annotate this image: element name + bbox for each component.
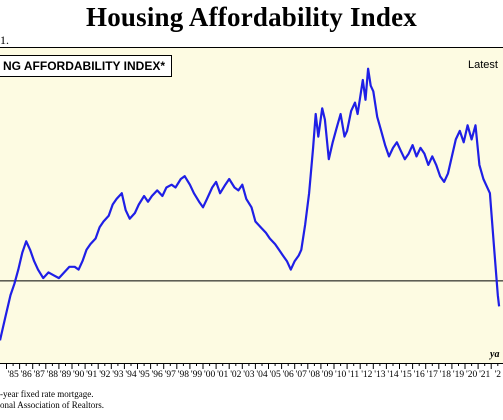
x-tick-label: '16 bbox=[414, 370, 425, 380]
footnote-2: onal Association of Realtors. bbox=[0, 400, 104, 410]
x-tick-label: '86 bbox=[21, 370, 32, 380]
x-tick-label: '85 bbox=[7, 370, 18, 380]
x-tick-label: '90 bbox=[73, 370, 84, 380]
x-tick-label: '00 bbox=[204, 370, 215, 380]
x-tick-label: '13 bbox=[374, 370, 385, 380]
x-tick-label: '89 bbox=[60, 370, 71, 380]
x-tick-label: '17 bbox=[427, 370, 438, 380]
x-tick-label: '12 bbox=[361, 370, 372, 380]
x-tick-label: '91 bbox=[86, 370, 97, 380]
x-tick-label: '18 bbox=[440, 370, 451, 380]
x-tick-label: '02 bbox=[230, 370, 241, 380]
x-tick-label: '2 bbox=[495, 370, 502, 380]
chart-title: NG AFFORDABILITY INDEX* bbox=[0, 55, 173, 77]
x-tick-label: '19 bbox=[453, 370, 464, 380]
x-tick-label: '04 bbox=[256, 370, 267, 380]
x-tick-label: '93 bbox=[112, 370, 123, 380]
series-line-0 bbox=[0, 67, 501, 341]
x-tick-label: '10 bbox=[335, 370, 346, 380]
x-tick-label: '94 bbox=[125, 370, 136, 380]
x-tick-label: '01 bbox=[217, 370, 228, 380]
x-tick-label: '08 bbox=[309, 370, 320, 380]
x-axis-unit-label: ya bbox=[490, 349, 500, 360]
x-tick-label: '88 bbox=[47, 370, 58, 380]
x-tick-label: '03 bbox=[243, 370, 254, 380]
x-tick-label: '14 bbox=[387, 370, 398, 380]
x-tick-label: '20 bbox=[466, 370, 477, 380]
x-tick-label: '09 bbox=[322, 370, 333, 380]
x-tick-label: '95 bbox=[138, 370, 149, 380]
x-tick-label: '21 bbox=[479, 370, 490, 380]
x-tick-label: '06 bbox=[283, 370, 294, 380]
x-tick-label: '07 bbox=[296, 370, 307, 380]
x-tick-label: '98 bbox=[178, 370, 189, 380]
x-tick-label: '15 bbox=[400, 370, 411, 380]
x-tick-label: '92 bbox=[99, 370, 110, 380]
page-title: Housing Affordability Index bbox=[86, 2, 417, 32]
footnote-1: -year fixed rate mortgage. bbox=[0, 389, 94, 399]
x-tick-label: '11 bbox=[348, 370, 359, 380]
x-tick-label: '87 bbox=[34, 370, 45, 380]
x-tick-label: '96 bbox=[152, 370, 163, 380]
x-tick-label: '99 bbox=[191, 370, 202, 380]
latest-label: Latest bbox=[468, 59, 498, 71]
x-tick-label: '97 bbox=[165, 370, 176, 380]
x-tick-label: '05 bbox=[269, 370, 280, 380]
header-fragment: 1. bbox=[0, 33, 9, 47]
